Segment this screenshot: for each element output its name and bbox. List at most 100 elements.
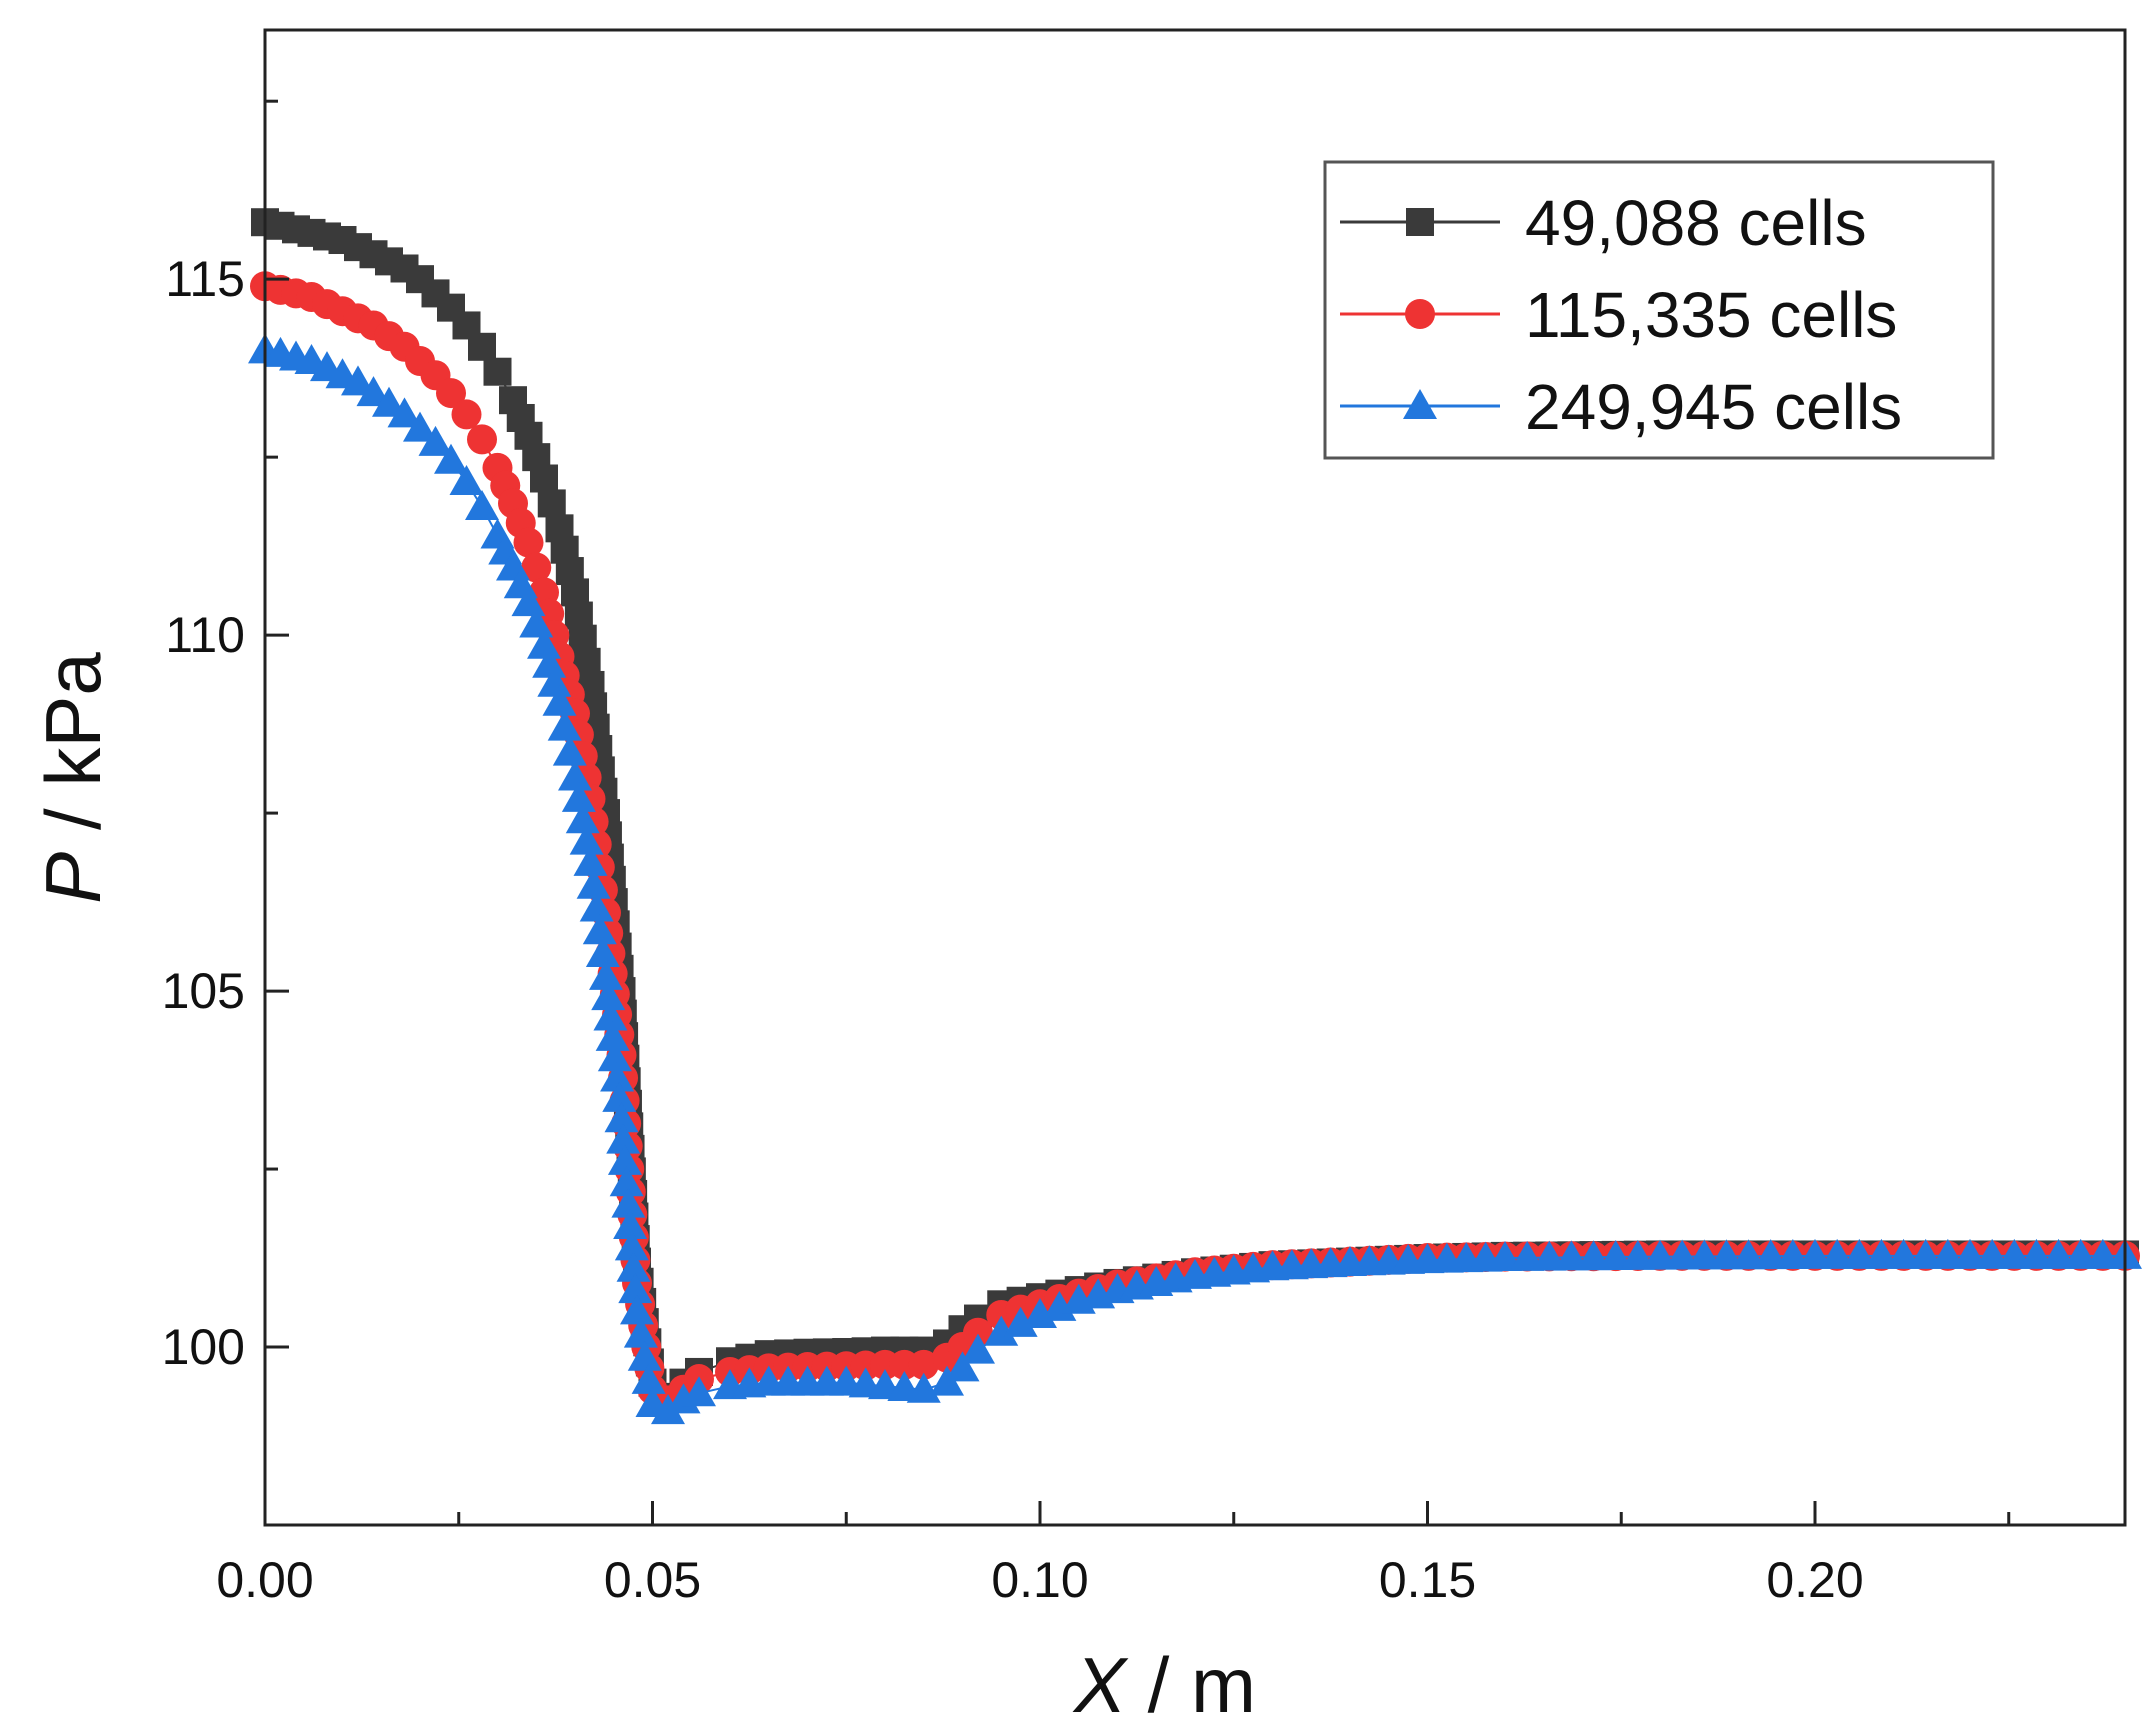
data-point: [1620, 1239, 1655, 1270]
data-point: [1886, 1238, 1921, 1269]
y-tick-label: 110: [165, 607, 245, 663]
data-point: [1488, 1241, 1522, 1272]
data-point: [579, 891, 614, 922]
data-point: [372, 386, 406, 417]
data-point: [585, 937, 620, 968]
data-point: [483, 357, 512, 386]
x-tick-label: 0.15: [1379, 1552, 1476, 1608]
y-axis: 100 105 110 115: [162, 99, 289, 1527]
x-tick-label: 0.10: [991, 1552, 1088, 1608]
data-point: [1554, 1240, 1589, 1271]
data-point: [468, 332, 496, 361]
data-point: [616, 1251, 651, 1282]
data-point: [627, 1340, 662, 1371]
data-point: [609, 1166, 644, 1197]
data-point: [547, 710, 582, 741]
data-point: [607, 1144, 642, 1175]
data-point: [1576, 1240, 1611, 1271]
data-point: [1930, 1238, 1965, 1269]
y-tick-label: 105: [162, 963, 245, 1019]
x-axis-var: X: [1072, 1641, 1129, 1729]
data-point: [597, 1041, 632, 1072]
data-point: [2063, 1238, 2098, 1269]
data-point: [582, 914, 617, 945]
data-point: [513, 527, 544, 558]
data-point: [613, 1209, 648, 1239]
data-point: [451, 399, 482, 430]
y-axis-var: P: [29, 852, 117, 904]
data-point: [611, 1187, 646, 1218]
data-point: [984, 1315, 1019, 1346]
data-point: [604, 1102, 639, 1133]
data-point: [963, 1317, 993, 1348]
data-point: [1864, 1238, 1899, 1269]
legend-entry: 249,945 cells: [1340, 371, 1902, 443]
legend-marker: [1406, 208, 1434, 236]
data-point: [1532, 1240, 1567, 1271]
data-point: [387, 397, 422, 428]
data-point: [1709, 1239, 1744, 1270]
data-point: [961, 1333, 995, 1364]
data-point: [569, 824, 604, 855]
data-point: [602, 1081, 637, 1112]
data-point: [1798, 1238, 1832, 1269]
data-point: [1842, 1238, 1877, 1269]
data-point: [1598, 1240, 1633, 1271]
x-tick-label: 0.20: [1766, 1552, 1863, 1608]
data-point: [521, 552, 552, 583]
data-point: [527, 628, 561, 659]
data-point: [576, 868, 611, 899]
data-point: [1753, 1239, 1788, 1270]
data-point: [618, 1273, 653, 1304]
x-axis-unit: / m: [1126, 1641, 1256, 1729]
data-point: [403, 411, 437, 442]
data-point: [542, 685, 577, 716]
data-point: [1953, 1238, 1987, 1269]
data-point: [620, 1294, 654, 1325]
series-layer: [248, 208, 2142, 1425]
y-tick-label: 100: [162, 1319, 245, 1375]
data-point: [565, 803, 600, 834]
legend-label: 249,945 cells: [1525, 371, 1902, 443]
data-point: [558, 760, 592, 791]
data-point: [600, 1061, 635, 1092]
y-axis-label: P / kPa: [29, 652, 117, 904]
data-point: [1665, 1239, 1700, 1270]
data-point: [465, 489, 499, 520]
legend: 49,088 cells 115,335 cells 249,945 cells: [1323, 160, 1995, 460]
legend-box: [1323, 160, 1995, 460]
data-point: [2041, 1238, 2076, 1269]
data-point: [623, 1317, 658, 1348]
data-point: [552, 735, 587, 766]
data-point: [1820, 1238, 1855, 1269]
data-point: [519, 607, 554, 638]
x-tick-label: 0.05: [604, 1552, 701, 1608]
data-point: [537, 666, 572, 697]
data-point: [1510, 1240, 1545, 1271]
data-point: [511, 586, 546, 617]
data-point: [614, 1230, 649, 1261]
data-point: [1775, 1239, 1810, 1270]
legend-label: 115,335 cells: [1525, 279, 1897, 351]
data-point: [1731, 1239, 1766, 1270]
data-point: [418, 425, 453, 456]
data-point: [1997, 1238, 2032, 1269]
data-point: [593, 1000, 628, 1031]
data-point: [606, 1123, 641, 1154]
data-point: [573, 845, 608, 876]
x-axis: 0.00 0.05 0.10 0.15 0.20: [216, 1501, 2011, 1608]
legend-entry: 49,088 cells: [1340, 187, 1867, 259]
legend-entry: 115,335 cells: [1340, 279, 1897, 351]
data-point: [341, 365, 375, 396]
data-point: [356, 376, 391, 407]
data-point: [2019, 1238, 2054, 1269]
data-point: [682, 1376, 716, 1407]
data-point: [561, 781, 596, 812]
data-point: [945, 1351, 980, 1382]
data-point: [1687, 1239, 1722, 1270]
data-point: [436, 378, 466, 409]
legend-marker: [1405, 299, 1435, 329]
data-point: [908, 1349, 939, 1380]
legend-marker: [1403, 389, 1437, 419]
